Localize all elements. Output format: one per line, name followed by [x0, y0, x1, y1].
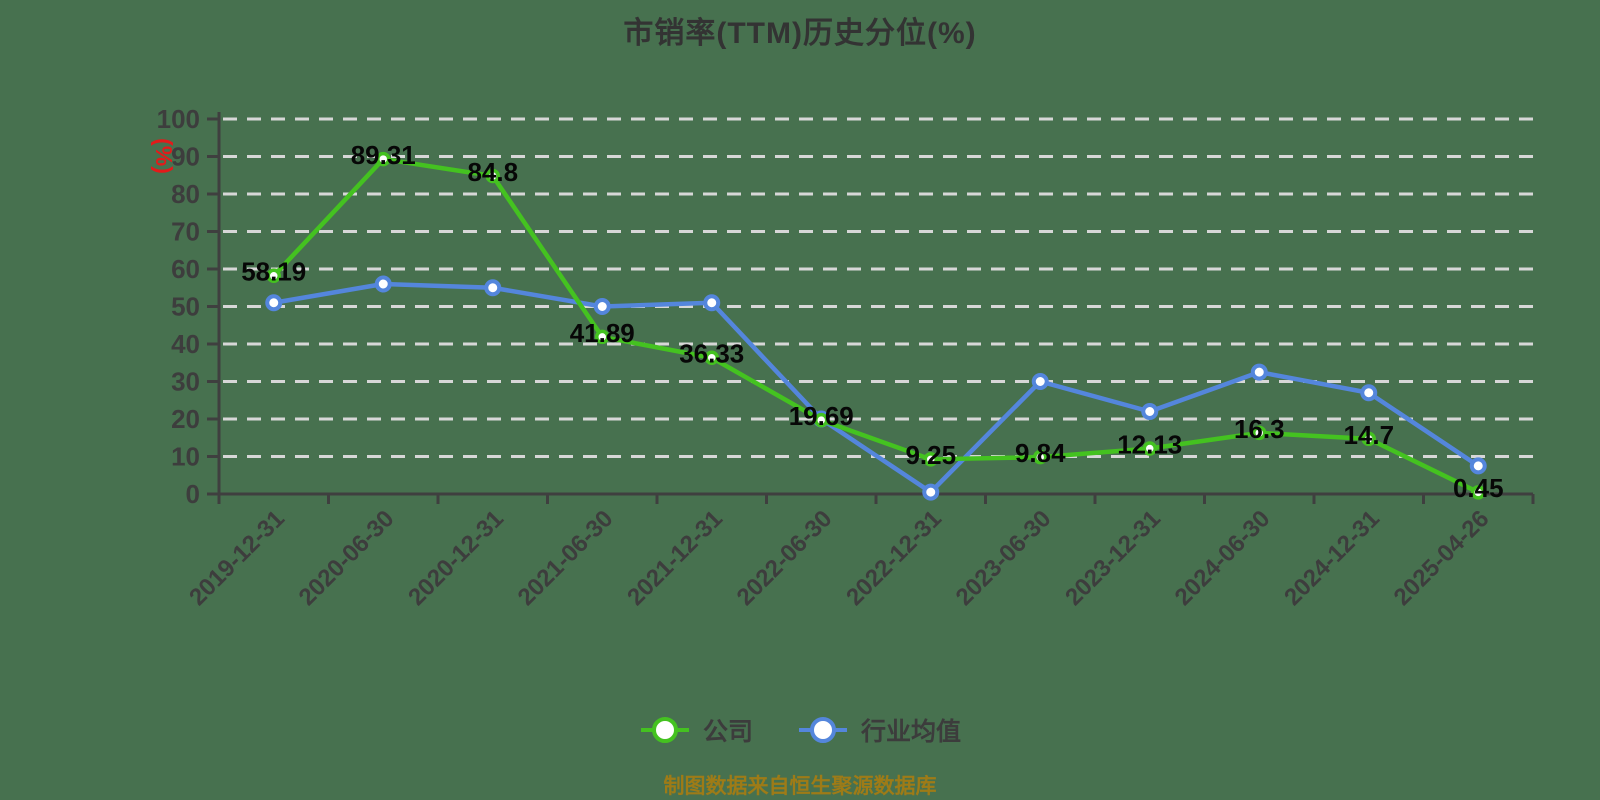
data-point-company[interactable]: [266, 268, 281, 284]
data-point-company[interactable]: [704, 350, 719, 366]
data-label: 9.84: [1015, 438, 1066, 468]
legend-marker-icon: [640, 717, 689, 743]
data-point-industry[interactable]: [593, 298, 611, 315]
data-point-company[interactable]: [1471, 485, 1486, 500]
data-point-industry[interactable]: [1031, 373, 1049, 390]
data-point-company[interactable]: [1033, 449, 1048, 465]
legend-item-company[interactable]: 公司: [639, 712, 753, 748]
data-point-industry[interactable]: [265, 294, 283, 312]
x-tick-label: 2020-12-31: [403, 505, 509, 611]
data-label: 36.33: [679, 339, 744, 369]
y-tick-label: 20: [171, 404, 200, 434]
data-point-industry[interactable]: [1141, 403, 1159, 420]
x-tick-label: 2022-06-30: [732, 505, 838, 611]
y-tick-label: 0: [186, 479, 200, 509]
data-point-industry[interactable]: [374, 275, 392, 293]
data-point-industry[interactable]: [922, 483, 940, 501]
x-tick-label: 2021-12-31: [622, 505, 728, 611]
data-point-industry[interactable]: [484, 279, 502, 297]
data-point-company[interactable]: [1361, 431, 1376, 447]
data-point-industry[interactable]: [1360, 384, 1378, 402]
series-line-industry: [271, 281, 1481, 495]
data-label: 9.25: [905, 440, 956, 470]
chart-title: 市销率(TTM)历史分位(%): [623, 17, 977, 50]
data-label: 41.89: [570, 318, 635, 348]
y-tick-label: 80: [171, 179, 200, 209]
x-tick-label: 2019-12-31: [184, 505, 290, 611]
y-tick-label: 30: [171, 367, 200, 397]
x-tick-label: 2023-12-31: [1060, 505, 1166, 611]
data-label: 89.31: [351, 140, 416, 170]
data-point-industry[interactable]: [1469, 457, 1487, 475]
data-label: 12.13: [1117, 429, 1182, 459]
data-point-company[interactable]: [814, 412, 829, 428]
y-tick-label: 100: [157, 104, 200, 134]
data-label: 58.19: [241, 257, 306, 287]
x-tick-label: 2024-12-31: [1279, 505, 1385, 611]
y-tick-label: 10: [171, 442, 200, 472]
y-tick-label: 50: [171, 292, 200, 322]
data-label: 19.69: [789, 401, 854, 431]
data-point-company[interactable]: [376, 151, 391, 167]
data-point-company[interactable]: [923, 452, 938, 467]
x-tick-label: 2023-06-30: [951, 505, 1057, 611]
data-point-company[interactable]: [1252, 425, 1267, 441]
data-source-note: 制图数据来自恒生聚源数据库: [663, 775, 937, 798]
series-line-company: [271, 156, 1481, 495]
y-tick-label: 90: [171, 142, 200, 172]
data-point-industry[interactable]: [703, 294, 721, 312]
chart-legend: 公司 行业均值: [0, 712, 1600, 748]
legend-item-industry[interactable]: 行业均值: [797, 712, 961, 748]
y-tick-label: 70: [171, 217, 200, 247]
legend-label: 行业均值: [861, 718, 962, 746]
y-axis-name: (%): [151, 138, 177, 174]
legend-marker-icon: [799, 717, 847, 743]
data-label: 14.7: [1343, 420, 1394, 450]
data-label: 0.45: [1453, 473, 1504, 503]
x-tick-label: 2024-06-30: [1170, 505, 1276, 611]
data-point-industry[interactable]: [1250, 363, 1268, 381]
y-tick-label: 40: [171, 329, 200, 359]
data-point-company[interactable]: [1142, 441, 1157, 456]
x-tick-label: 2025-04-26: [1389, 505, 1495, 611]
y-tick-label: 60: [171, 254, 200, 284]
data-label: 16.3: [1234, 414, 1285, 444]
x-tick-label: 2022-12-31: [841, 505, 947, 611]
x-tick-label: 2020-06-30: [294, 505, 400, 611]
x-tick-label: 2021-06-30: [513, 505, 619, 611]
legend-label: 公司: [702, 718, 753, 746]
data-point-company[interactable]: [595, 329, 610, 345]
data-point-company[interactable]: [485, 168, 500, 184]
data-label: 84.8: [467, 157, 518, 187]
